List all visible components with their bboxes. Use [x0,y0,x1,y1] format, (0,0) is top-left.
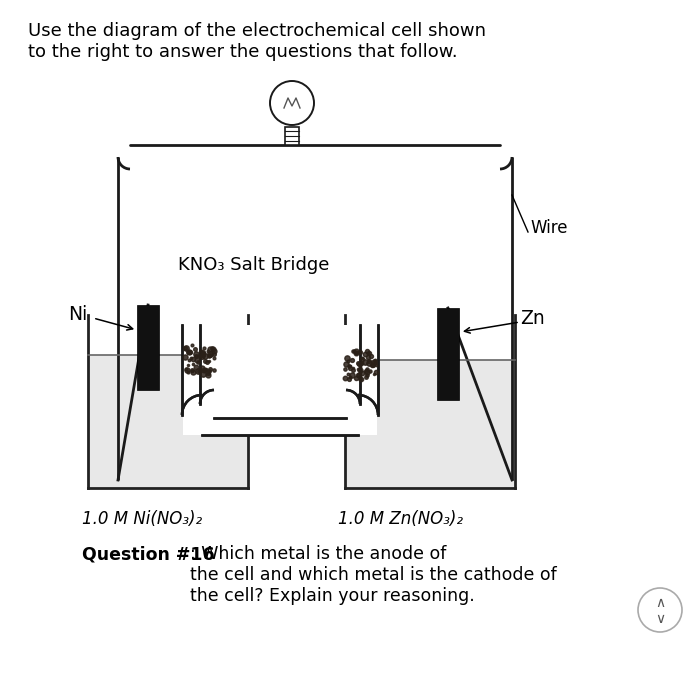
Bar [183,325,377,435]
Text: Use the diagram of the electrochemical cell shown
to the right to answer the que: Use the diagram of the electrochemical c… [28,22,486,61]
Text: 1.0 Μ Ni(NO₃)₂: 1.0 Μ Ni(NO₃)₂ [82,510,202,528]
Circle shape [270,81,314,125]
Text: Wire: Wire [530,219,568,237]
Bar [285,127,299,145]
Text: Ni: Ni [68,306,88,325]
Text: ∨: ∨ [655,612,665,626]
Text: Zn: Zn [520,308,545,327]
Text: Question #16: Question #16 [82,545,215,563]
Bar [346,360,514,488]
Bar [89,355,247,488]
Text: KNO₃ Salt Bridge: KNO₃ Salt Bridge [178,256,330,274]
Text: : Which metal is the anode of
the cell and which metal is the cathode of
the cel: : Which metal is the anode of the cell a… [190,545,556,605]
Bar [137,305,159,390]
Text: 1.0 Μ Zn(NO₃)₂: 1.0 Μ Zn(NO₃)₂ [338,510,463,528]
Text: ∧: ∧ [655,596,665,610]
Bar [437,308,459,400]
